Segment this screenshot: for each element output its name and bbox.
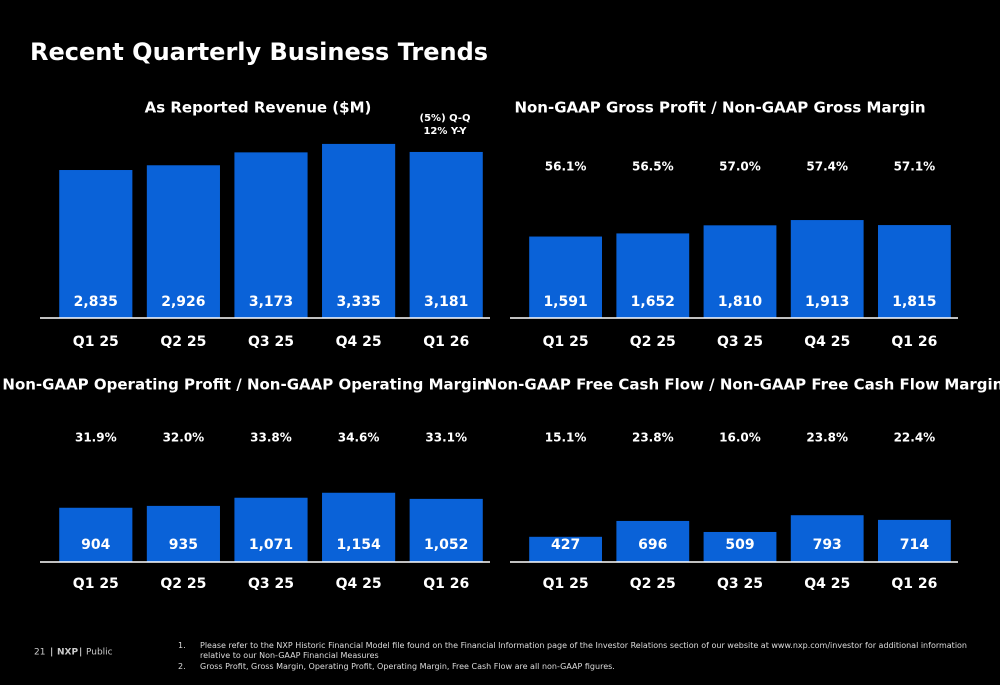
margin-label: 23.8% <box>632 431 674 445</box>
bar <box>409 498 483 562</box>
bar <box>529 236 603 318</box>
annotation: 12% Y-Y <box>423 126 467 137</box>
value-label: 1,815 <box>892 294 936 310</box>
value-label: 2,835 <box>74 294 118 310</box>
x-tick-label: Q4 25 <box>804 334 850 350</box>
x-tick-label: Q1 25 <box>73 334 119 350</box>
x-tick-label: Q3 25 <box>248 334 294 350</box>
value-label: 3,181 <box>424 294 468 310</box>
x-tick-label: Q1 26 <box>891 576 937 592</box>
x-tick-label: Q3 25 <box>248 576 294 592</box>
page-number: 21 <box>34 648 45 658</box>
separator: | <box>50 648 53 658</box>
x-tick-label: Q1 25 <box>73 576 119 592</box>
value-label: 904 <box>81 537 110 553</box>
bar <box>703 225 777 318</box>
bar <box>234 497 308 562</box>
value-label: 696 <box>638 537 667 553</box>
margin-label: 23.8% <box>806 431 848 445</box>
value-label: 1,154 <box>336 537 381 553</box>
separator: | <box>79 648 82 658</box>
margin-label: 22.4% <box>894 431 936 445</box>
footnote-number: 2. <box>178 662 186 671</box>
value-label: 1,052 <box>424 537 468 553</box>
value-label: 509 <box>725 537 754 553</box>
x-tick-label: Q1 25 <box>543 576 589 592</box>
value-label: 3,335 <box>336 294 380 310</box>
bar <box>322 143 396 318</box>
bar <box>59 170 133 318</box>
margin-label: 56.5% <box>632 160 674 174</box>
value-label: 427 <box>551 537 580 553</box>
margin-label: 31.9% <box>75 431 117 445</box>
footnote: Please refer to the NXP Historic Financi… <box>200 641 968 660</box>
bar <box>234 152 308 318</box>
x-tick-label: Q4 25 <box>336 576 382 592</box>
margin-label: 57.0% <box>719 160 761 174</box>
x-tick-label: Q4 25 <box>336 334 382 350</box>
bar <box>703 531 777 562</box>
page-title: Recent Quarterly Business Trends <box>30 38 488 66</box>
chart-title: As Reported Revenue ($M) <box>145 99 372 117</box>
footnote: Gross Profit, Gross Margin, Operating Pr… <box>200 662 615 671</box>
value-label: 2,926 <box>161 294 205 310</box>
x-tick-label: Q2 25 <box>630 576 676 592</box>
value-label: 3,173 <box>249 294 293 310</box>
bar <box>616 233 690 318</box>
brand: NXP <box>57 648 78 658</box>
x-tick-label: Q2 25 <box>160 576 206 592</box>
value-label: 1,913 <box>805 294 849 310</box>
x-tick-label: Q1 26 <box>423 576 469 592</box>
classification: Public <box>86 648 113 658</box>
margin-label: 56.1% <box>545 160 587 174</box>
x-tick-label: Q4 25 <box>804 576 850 592</box>
value-label: 1,652 <box>631 294 675 310</box>
x-tick-label: Q2 25 <box>160 334 206 350</box>
value-label: 1,810 <box>718 294 763 310</box>
margin-label: 15.1% <box>545 431 587 445</box>
x-tick-label: Q1 26 <box>891 334 937 350</box>
x-tick-label: Q1 26 <box>423 334 469 350</box>
x-tick-label: Q1 25 <box>543 334 589 350</box>
margin-label: 34.6% <box>338 431 380 445</box>
bar <box>616 520 690 562</box>
margin-label: 33.8% <box>250 431 292 445</box>
margin-label: 32.0% <box>163 431 205 445</box>
chart-title: Non-GAAP Gross Profit / Non-GAAP Gross M… <box>514 99 925 117</box>
bar <box>877 519 951 562</box>
bar <box>146 165 220 318</box>
margin-label: 16.0% <box>719 431 761 445</box>
bar <box>877 225 951 318</box>
x-tick-label: Q3 25 <box>717 576 763 592</box>
bar <box>409 151 483 318</box>
chart-title: Non-GAAP Operating Profit / Non-GAAP Ope… <box>2 376 487 394</box>
bar <box>790 515 864 562</box>
x-tick-label: Q3 25 <box>717 334 763 350</box>
margin-label: 57.1% <box>894 160 936 174</box>
bar <box>322 492 396 562</box>
margin-label: 57.4% <box>806 160 848 174</box>
value-label: 793 <box>813 537 842 553</box>
value-label: 714 <box>900 537 929 553</box>
bar <box>59 507 133 562</box>
value-label: 1,591 <box>543 294 587 310</box>
value-label: 935 <box>169 537 198 553</box>
bar <box>790 220 864 318</box>
chart-title: Non-GAAP Free Cash Flow / Non-GAAP Free … <box>485 376 1000 394</box>
bar <box>146 505 220 562</box>
footnote-number: 1. <box>178 641 186 650</box>
bar <box>529 536 603 562</box>
x-tick-label: Q2 25 <box>630 334 676 350</box>
value-label: 1,071 <box>249 537 293 553</box>
annotation: (5%) Q-Q <box>420 113 471 124</box>
margin-label: 33.1% <box>425 431 467 445</box>
